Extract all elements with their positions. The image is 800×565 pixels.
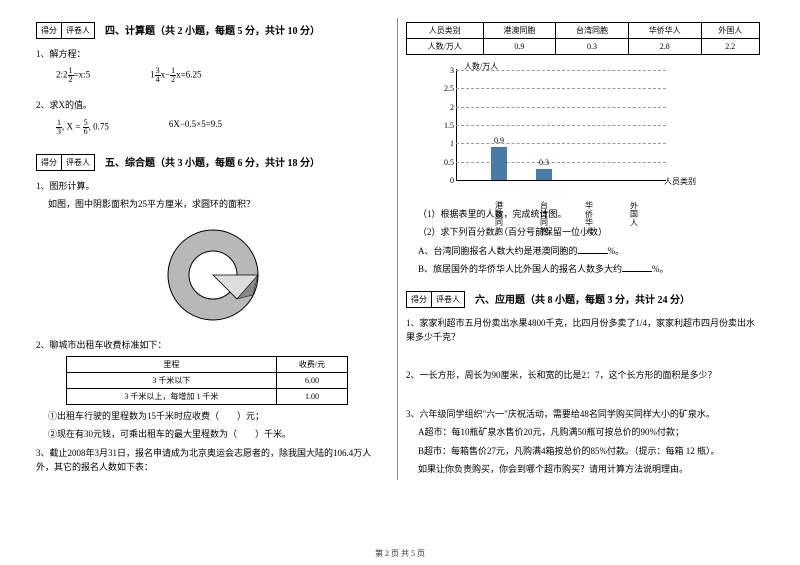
td: 3 千米以下 [67,372,277,388]
td: 6.00 [276,372,348,388]
s6-q3-l2: A超市：每10瓶矿泉水售价20元，凡购满50瓶可按总价的90%付款； [406,425,760,439]
s6-q2: 2、一长方形，周长为90厘米，长和宽的比是2：7，这个长方形的面积是多少？ [406,368,760,382]
s5-q3-stem: 3、截止2008年3月31日，报名申请成为北京奥运会志愿者的，除我国大陆的106… [36,446,389,475]
y-tick: 2 [440,103,454,112]
bar-value: 0.9 [491,136,507,145]
score-box: 得分 评卷人 [36,154,95,171]
td: 人数/万人 [407,39,484,55]
category-label: 港澳同胞 [494,202,504,237]
gridline [456,107,666,108]
category-label: 外国人 [629,202,639,228]
td: 0.9 [483,39,556,55]
s4-q1-stem: 1、解方程： [36,47,389,61]
s5-q3-sub2: （2）求下列百分数。（百分号前保留一位小数） [406,225,760,239]
s5-q2-stem: 2、聊城市出租车收费标准如下： [36,338,389,352]
s6-q3-l1: 3、六年级同学组织"六一"庆祝活动，需要给48名同学购买同样大小的矿泉水。 [406,407,760,421]
td: 0.3 [556,39,629,55]
gridline [456,143,666,144]
y-tick: 1 [440,139,454,148]
eq4: 6X−0.5×5=9.5 [169,119,222,136]
s4-q2-stem: 2、求X的值。 [36,98,389,112]
th: 外国人 [701,23,759,39]
category-label: 台湾同胞 [539,202,549,237]
section6-title: 六、应用题（共 8 小题，每题 3 分，共计 24 分） [475,291,690,306]
score-box: 得分 评卷人 [36,22,95,39]
eq3: 13, X = 56, 0.75 [56,119,109,136]
bar-chart: 人数/万人 人员类别 00.511.522.53港澳同胞0.9台湾同胞0.3华侨… [436,61,676,201]
s5-q3-sub1: （1）根据表里的人数，完成统计图。 [406,207,760,221]
eq1: 2:212=x:5 [56,67,90,84]
th: 收费/元 [276,356,348,372]
td: 1.00 [276,388,348,404]
reviewer-label: 评卷人 [62,23,94,38]
td: 2.2 [701,39,759,55]
s5-q2-sub2: ②现在有30元钱，可乘出租车的最大里程数为（ ）千米。 [36,427,389,441]
s5-q1-sub: 如图，图中阴影面积为25平方厘米，求圆环的面积？ [36,197,389,211]
s6-q1: 1、家家利超市五月份卖出水果4800千克，比四月份多卖了1/4，家家利超市四月份… [406,316,760,345]
th: 人员类别 [407,23,484,39]
category-label: 华侨华人 [584,202,594,237]
left-column: 得分 评卷人 四、计算题（共 2 小题，每题 5 分，共计 10 分） 1、解方… [28,18,398,480]
fare-table: 里程收费/元 3 千米以下6.00 3 千米以上，每增加 1 千米1.00 [66,356,348,405]
s6-q3-l4: 如果让你负责购买，你会到哪个超市购买？请用计算方法说明理由。 [406,462,760,476]
y-tick: 1.5 [440,121,454,130]
th: 华侨华人 [628,23,701,39]
gridline [456,125,666,126]
x-axis [456,180,666,181]
volunteer-table: 人员类别 港澳同胞 台湾同胞 华侨华人 外国人 人数/万人 0.9 0.3 2.… [406,22,760,55]
y-tick: 2.5 [440,84,454,93]
score-label: 得分 [37,23,62,38]
s5-q1-stem: 1、图形计算。 [36,179,389,193]
s5-q2-sub1: ①出租车行驶的里程数为15千米时应收费（ ）元； [36,409,389,423]
bar [491,147,507,180]
section5-title: 五、综合题（共 3 小题，每题 6 分，共计 18 分） [105,154,320,169]
bar [536,169,552,180]
s5-q3-A: A、台湾同胞报名人数大约是港澳同胞的%。 [406,244,760,258]
y-tick: 0.5 [440,158,454,167]
s4-q2-eqs: 13, X = 56, 0.75 6X−0.5×5=9.5 [36,119,389,136]
x-axis-label: 人员类别 [664,176,696,187]
bar-value: 0.3 [536,158,552,167]
section4-title: 四、计算题（共 2 小题，每题 5 分，共计 10 分） [105,22,320,37]
th: 港澳同胞 [483,23,556,39]
s6-q3-l3: B超市：每箱售价27元，凡购满4箱按总价的85%付款。（提示：每箱 12 瓶）。 [406,444,760,458]
th: 里程 [67,356,277,372]
gridline [456,162,666,163]
score-box: 得分 评卷人 [406,291,465,308]
gridline [456,88,666,89]
eq2: 134x−12x=6.25 [150,67,201,84]
page-footer: 第 2 页 共 5 页 [0,548,800,559]
y-tick: 3 [440,66,454,75]
s4-q1-eqs: 2:212=x:5 134x−12x=6.25 [36,67,389,84]
td: 3 千米以上，每增加 1 千米 [67,388,277,404]
right-column: 人员类别 港澳同胞 台湾同胞 华侨华人 外国人 人数/万人 0.9 0.3 2.… [398,18,768,480]
th: 台湾同胞 [556,23,629,39]
ring-figure [158,220,268,330]
td: 2.8 [628,39,701,55]
s5-q3-B: B、旅居国外的华侨华人比外国人的报名人数多大约%。 [406,262,760,276]
gridline [456,70,666,71]
y-tick: 0 [440,176,454,185]
